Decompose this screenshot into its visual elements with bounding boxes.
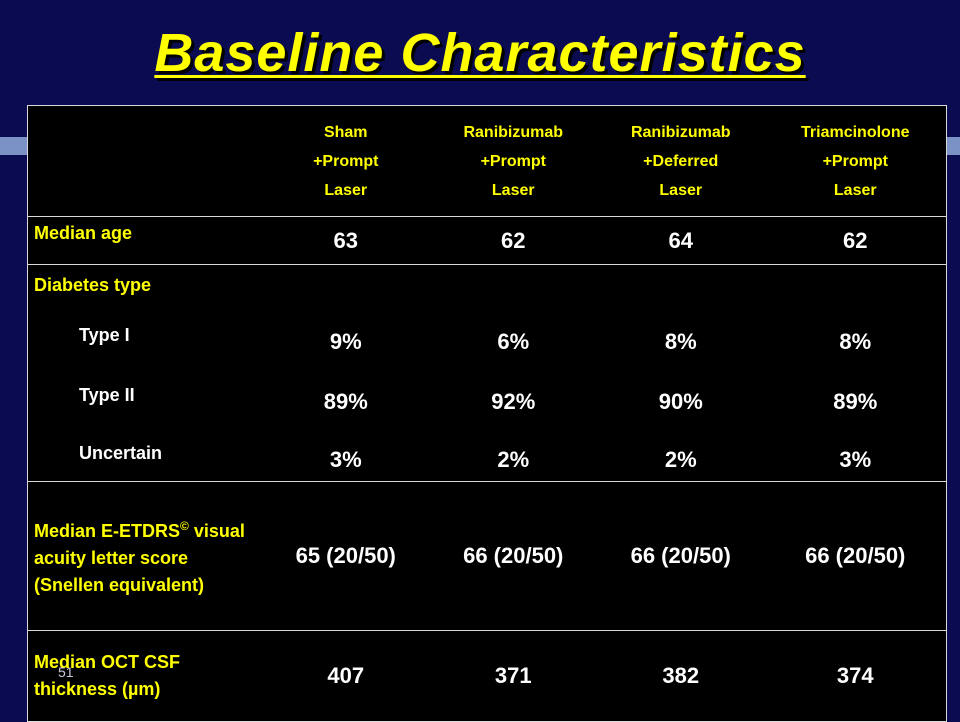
- row-label-type-1: Type I: [79, 324, 130, 345]
- table-cell: 374: [836, 663, 874, 688]
- column-header-line: Ranibizumab: [463, 123, 564, 141]
- table-cell: 8%: [839, 329, 872, 354]
- table-cell: 65 (20/50): [262, 481, 430, 631]
- row-label-uncertain: Uncertain: [27, 425, 262, 482]
- row-label-part: Median E-ETDRS: [34, 521, 181, 541]
- table-cell: 89%: [323, 389, 368, 414]
- row-label-visual-acuity: Median E-ETDRS© visual acuity letter sco…: [27, 481, 262, 631]
- column-header-line: Laser: [324, 181, 368, 199]
- column-header-line: Sham: [323, 123, 368, 141]
- column-header-ranibizumab-prompt: Ranibizumab +Prompt Laser: [429, 105, 597, 217]
- row-label-type-2: Type II: [79, 384, 135, 405]
- column-header-triamcinolone: Triamcinolone +Prompt Laser: [764, 105, 947, 217]
- table-cell: 6%: [497, 329, 530, 354]
- table-cell: 64: [597, 216, 765, 265]
- table-cell: 371: [494, 663, 532, 688]
- row-label-oct-thickness: Median OCT CSF thickness (µm): [34, 652, 181, 699]
- accent-band-right: [946, 137, 960, 155]
- table-cell: 3%: [262, 425, 430, 482]
- table-cell: 89%: [833, 389, 878, 414]
- slide-number: 51: [58, 664, 74, 680]
- copyright-mark: ©: [180, 519, 189, 533]
- column-header-line: Ranibizumab: [630, 123, 731, 141]
- table-cell-empty: [430, 265, 598, 306]
- table-cell: 9%: [329, 329, 362, 354]
- column-header-line: +Prompt: [480, 152, 546, 170]
- table-header-row: Sham +Prompt Laser Ranibizumab +Prompt L…: [27, 105, 947, 217]
- table-cell: 3%: [764, 425, 947, 482]
- table-cell: 8%: [664, 329, 697, 354]
- table-row-visual-acuity: Median E-ETDRS© visual acuity letter sco…: [27, 481, 947, 631]
- table-cell: 63: [262, 216, 430, 265]
- table-row-median-age: Median age 63 62 64 62: [27, 216, 947, 265]
- slide-title: Baseline Characteristics: [154, 23, 806, 83]
- column-header-line: Triamcinolone: [801, 123, 910, 141]
- table-cell: 92%: [491, 389, 536, 414]
- table-row-oct-thickness: Median OCT CSF thickness (µm) 407 371 38…: [28, 631, 947, 722]
- row-label-diabetes-type: Diabetes type: [34, 274, 152, 295]
- table-cell: 62: [429, 216, 597, 265]
- column-header-line: +Deferred: [643, 152, 719, 170]
- table-cell-empty: [765, 265, 947, 306]
- table-cell: 382: [662, 663, 700, 688]
- baseline-table: Sham +Prompt Laser Ranibizumab +Prompt L…: [27, 105, 947, 722]
- header-empty-cell: [27, 105, 262, 217]
- table-row-type-2: Type II 89% 92% 90% 89%: [28, 365, 947, 425]
- table-cell: 62: [764, 216, 947, 265]
- table-cell: 2%: [597, 425, 765, 482]
- table-cell: 2%: [429, 425, 597, 482]
- table-row-type-1: Type I 9% 6% 8% 8%: [28, 305, 947, 365]
- table-cell: 407: [327, 663, 365, 688]
- table-row-uncertain: Uncertain 3% 2% 2% 3%: [27, 425, 947, 482]
- table-cell-empty: [597, 265, 765, 306]
- table-cell-empty: [262, 265, 430, 306]
- row-label-median-age: Median age: [27, 216, 262, 265]
- column-header-line: Laser: [833, 181, 877, 199]
- table-cell: 90%: [658, 389, 703, 414]
- column-header-ranibizumab-deferred: Ranibizumab +Deferred Laser: [597, 105, 765, 217]
- table-cell: 66 (20/50): [764, 481, 947, 631]
- column-header-line: +Prompt: [313, 152, 379, 170]
- table-cell: 66 (20/50): [597, 481, 765, 631]
- column-header-sham: Sham +Prompt Laser: [262, 105, 430, 217]
- column-header-line: Laser: [491, 181, 535, 199]
- accent-band-left: [0, 137, 28, 155]
- column-header-line: +Prompt: [822, 152, 888, 170]
- table-cell: 66 (20/50): [429, 481, 597, 631]
- column-header-line: Laser: [659, 181, 703, 199]
- table-row-diabetes-type: Diabetes type: [28, 265, 947, 306]
- row-label-part: visual acuity letter score (Snellen equi…: [34, 521, 245, 595]
